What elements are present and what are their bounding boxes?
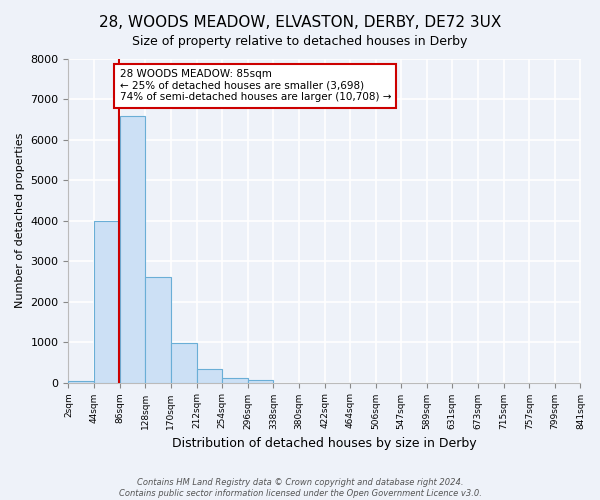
Bar <box>94 221 119 382</box>
Bar <box>145 278 171 382</box>
Text: 28 WOODS MEADOW: 85sqm
← 25% of detached houses are smaller (3,698)
74% of semi-: 28 WOODS MEADOW: 85sqm ← 25% of detached… <box>119 69 391 102</box>
Bar <box>68 380 94 382</box>
Bar <box>248 380 274 382</box>
Bar <box>171 344 197 382</box>
Bar <box>222 378 248 382</box>
Text: 28, WOODS MEADOW, ELVASTON, DERBY, DE72 3UX: 28, WOODS MEADOW, ELVASTON, DERBY, DE72 … <box>99 15 501 30</box>
X-axis label: Distribution of detached houses by size in Derby: Distribution of detached houses by size … <box>172 437 477 450</box>
Bar <box>119 116 145 382</box>
Text: Contains HM Land Registry data © Crown copyright and database right 2024.
Contai: Contains HM Land Registry data © Crown c… <box>119 478 481 498</box>
Text: Size of property relative to detached houses in Derby: Size of property relative to detached ho… <box>133 35 467 48</box>
Bar <box>197 369 222 382</box>
Y-axis label: Number of detached properties: Number of detached properties <box>15 133 25 308</box>
